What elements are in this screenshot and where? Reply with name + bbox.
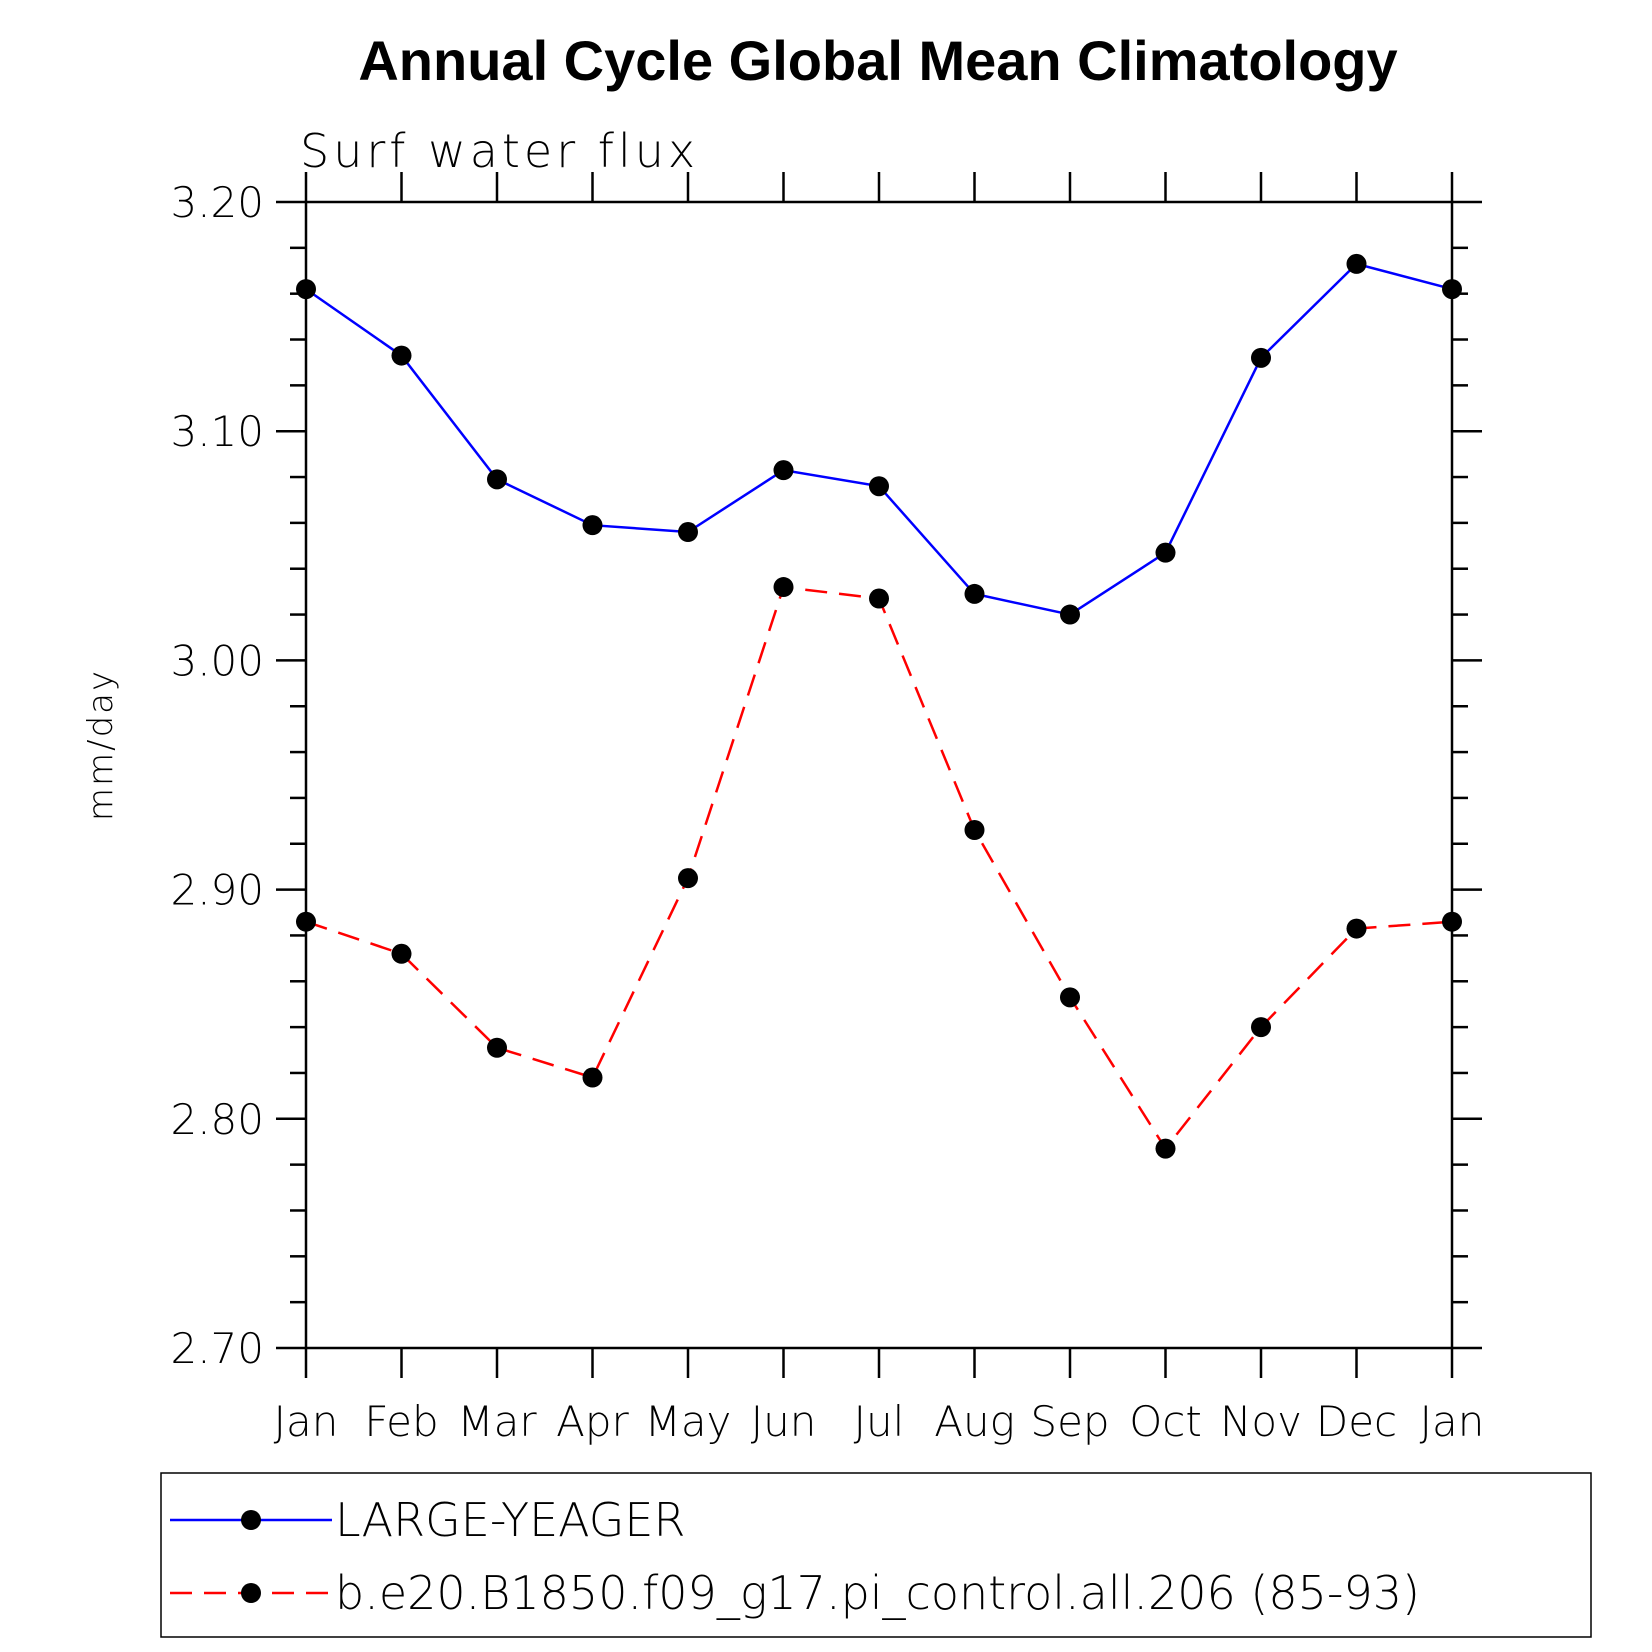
data-point [1251, 347, 1271, 368]
data-point [1251, 1017, 1271, 1038]
x-tick-label: Sep [1030, 1397, 1109, 1446]
data-point [678, 868, 698, 889]
legend-marker-1 [241, 1510, 261, 1530]
legend-box [160, 1472, 1592, 1638]
x-tick-label: Mar [457, 1397, 537, 1446]
series-group [296, 253, 1462, 1159]
x-tick-label: Jun [751, 1397, 817, 1446]
x-tick-label: Jan [274, 1397, 339, 1446]
legend: LARGE-YEAGER b.e20.B1850.f09_g17.pi_cont… [160, 1472, 1592, 1638]
y-tick-label: 2.70 [170, 1324, 264, 1373]
x-tick-label: Apr [556, 1397, 629, 1446]
data-point [1442, 279, 1462, 300]
plot-frame [304, 200, 1454, 1350]
data-point [773, 460, 794, 481]
x-tick-label: Dec [1316, 1397, 1397, 1446]
data-point [773, 577, 794, 598]
series-line [305, 262, 1453, 616]
y-axis-label: mm/day [81, 669, 121, 821]
data-point [1155, 542, 1176, 563]
data-point [391, 345, 412, 366]
y-tick-label: 3.10 [170, 407, 264, 456]
data-point [1060, 987, 1080, 1008]
data-point [1346, 918, 1367, 939]
data-point [582, 515, 603, 536]
data-point [296, 911, 316, 932]
x-tick-label: Jul [854, 1397, 905, 1446]
data-point [487, 1037, 507, 1058]
x-tick-label: Feb [364, 1397, 438, 1446]
data-point [1060, 604, 1080, 625]
data-point [1155, 1138, 1176, 1159]
x-axis-ticks [304, 172, 1454, 1378]
y-tick-label: 3.00 [170, 636, 264, 685]
y-tick-label: 3.20 [170, 178, 264, 227]
data-point [964, 820, 985, 841]
series-2 [296, 577, 1462, 1159]
data-point [869, 476, 889, 497]
data-point [487, 469, 507, 490]
y-tick-label: 2.80 [170, 1095, 264, 1144]
chart-title: Annual Cycle Global Mean Climatology [358, 29, 1397, 92]
data-point [678, 522, 698, 543]
data-point [869, 588, 889, 609]
chart-subtitle: Surf water flux [300, 124, 699, 178]
x-tick-label: Nov [1220, 1397, 1302, 1446]
data-point [391, 943, 412, 964]
data-point [1442, 911, 1462, 932]
y-axis-tick-labels: 2.70 2.80 2.90 3.00 3.10 3.20 [170, 178, 264, 1373]
x-tick-label: Aug [934, 1397, 1015, 1446]
data-point [582, 1067, 603, 1088]
y-tick-label: 2.90 [170, 866, 264, 915]
x-tick-label: Oct [1129, 1397, 1202, 1446]
data-point [1346, 253, 1367, 274]
x-tick-label: Jan [1420, 1397, 1485, 1446]
x-axis-tick-labels: Jan Feb Mar Apr May Jun Jul Aug Sep Oct Nov Dec Jan [274, 1397, 1485, 1446]
legend-label-2: b.e20.B1850.f09_g17.pi_control.all.206 (… [335, 1566, 1420, 1620]
data-point [964, 583, 985, 604]
series-line [305, 585, 1453, 1151]
legend-marker-2 [241, 1583, 261, 1603]
series-1 [296, 253, 1462, 625]
y-axis-ticks [276, 200, 1482, 1350]
data-point [296, 279, 316, 300]
x-tick-label: May [645, 1397, 732, 1446]
legend-label-1: LARGE-YEAGER [335, 1493, 685, 1547]
